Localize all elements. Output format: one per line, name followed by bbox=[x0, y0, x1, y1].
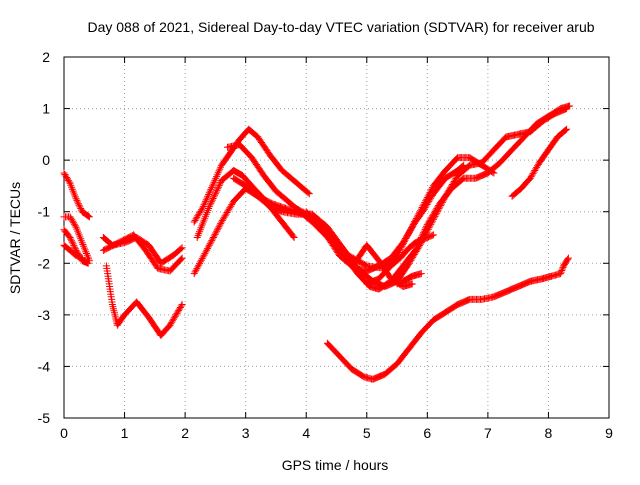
series-markers bbox=[293, 102, 574, 293]
x-tick-label: 6 bbox=[423, 425, 431, 441]
series-arc-q bbox=[393, 270, 425, 288]
series-arc-p bbox=[363, 231, 437, 288]
series-markers bbox=[302, 161, 468, 275]
chart-title: Day 088 of 2021, Sidereal Day-to-day VTE… bbox=[87, 19, 594, 35]
y-axis-label: SDTVAR / TECUs bbox=[7, 182, 23, 294]
series-markers bbox=[99, 231, 186, 275]
y-tick-label: -5 bbox=[38, 410, 51, 426]
series-arc-d bbox=[60, 241, 86, 262]
y-tick-label: -3 bbox=[38, 307, 51, 323]
y-tick-label: 2 bbox=[42, 49, 50, 65]
series-markers bbox=[323, 254, 572, 383]
series-markers bbox=[60, 169, 93, 221]
series-arc-s bbox=[323, 254, 572, 383]
y-tick-label: 0 bbox=[42, 152, 50, 168]
x-axis-label: GPS time / hours bbox=[282, 457, 389, 473]
series-markers bbox=[102, 262, 186, 339]
x-tick-label: 2 bbox=[181, 425, 189, 441]
x-tick-label: 0 bbox=[60, 425, 68, 441]
series-arc-g bbox=[102, 262, 186, 339]
series-markers bbox=[190, 185, 316, 278]
series-markers bbox=[60, 241, 86, 262]
series-markers bbox=[190, 125, 313, 226]
series-arc-a bbox=[60, 169, 93, 221]
y-tick-label: -4 bbox=[38, 358, 51, 374]
series-arc-r bbox=[508, 125, 571, 200]
x-tick-label: 4 bbox=[302, 425, 310, 441]
y-tick-label: -1 bbox=[38, 204, 51, 220]
series-markers bbox=[508, 125, 571, 200]
series-arc-b bbox=[60, 213, 93, 265]
y-tick-label: -2 bbox=[38, 255, 51, 271]
x-tick-label: 7 bbox=[484, 425, 492, 441]
x-tick-label: 1 bbox=[121, 425, 129, 441]
series-markers bbox=[60, 213, 93, 265]
series-arc-h bbox=[190, 125, 313, 226]
x-tick-label: 5 bbox=[363, 425, 371, 441]
x-tick-label: 8 bbox=[545, 425, 553, 441]
plot-frame bbox=[63, 56, 610, 419]
series-markers bbox=[363, 231, 437, 288]
tick-layer: 0 1 2 3 4 5 6 7 8 9 2 1 0 -1 -2 -3 -4 -5 bbox=[38, 49, 614, 441]
x-tick-label: 9 bbox=[605, 425, 613, 441]
series-arc-n bbox=[302, 161, 468, 275]
x-tick-label: 3 bbox=[242, 425, 250, 441]
y-tick-label: 1 bbox=[42, 101, 50, 117]
series-arc-j bbox=[190, 185, 316, 278]
series-markers bbox=[393, 270, 425, 288]
series-arc-m bbox=[293, 102, 574, 293]
series-arc-f bbox=[99, 231, 186, 275]
series-layer bbox=[60, 102, 574, 383]
